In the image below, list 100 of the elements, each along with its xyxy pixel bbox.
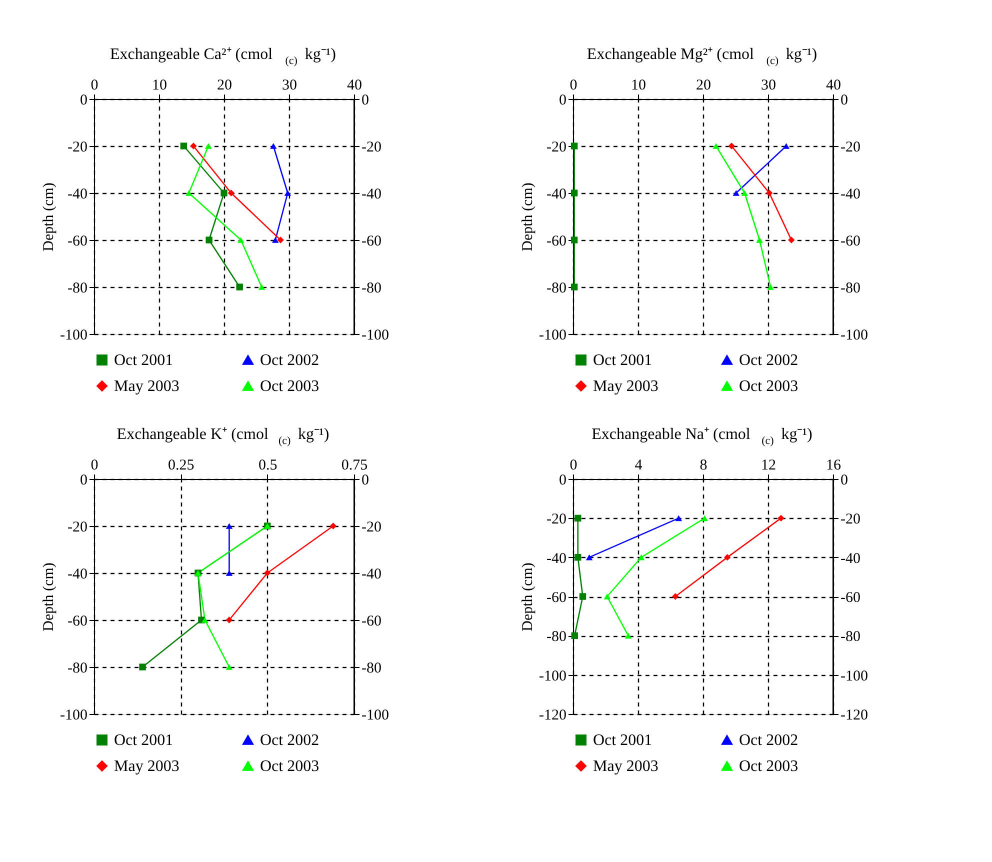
legend-label: Oct 2003 [260, 758, 320, 775]
y-tick-label: -100 [539, 328, 566, 344]
x-tick-label: 16 [826, 458, 842, 474]
point [190, 142, 197, 150]
x-tick-label: 10 [631, 78, 646, 94]
x-tick-label: 12 [761, 458, 776, 474]
legend-label: May 2003 [114, 758, 180, 775]
point [724, 554, 731, 561]
y-tick-label: -120 [539, 708, 566, 724]
legend-label: May 2003 [593, 378, 658, 395]
y-tick-label: -100 [539, 668, 566, 684]
y2-tick-label: -60 [362, 234, 382, 250]
y-tick-label: -40 [68, 186, 88, 202]
point [741, 190, 748, 196]
y2-tick-label: -100 [362, 328, 389, 344]
x-tick-label: 40 [826, 78, 841, 94]
point [270, 143, 277, 149]
point [701, 515, 708, 522]
point [236, 284, 243, 290]
y2-tick-label: -120 [840, 708, 868, 724]
point [571, 632, 578, 640]
point [766, 190, 773, 196]
point [277, 236, 284, 244]
point [139, 664, 146, 670]
x-tick-label: 8 [700, 458, 708, 474]
legend-label: Oct 2002 [260, 352, 320, 369]
point [284, 190, 292, 196]
legend-label: Oct 2001 [114, 732, 174, 749]
y-tick-label: -40 [68, 566, 88, 582]
point [264, 570, 271, 576]
y2-tick-label: 0 [840, 472, 848, 488]
point [570, 236, 578, 244]
x-tick-label: 30 [282, 78, 297, 94]
y2-tick-label: -100 [840, 328, 868, 344]
legend-label: Oct 2001 [593, 732, 652, 749]
point [728, 142, 735, 150]
x-tick-label: 0 [570, 78, 578, 94]
point [226, 664, 233, 670]
y-tick-label: -40 [546, 186, 566, 202]
y-tick-label: -80 [68, 280, 88, 296]
y2-tick-label: -40 [362, 566, 382, 582]
y2-tick-label: -60 [840, 234, 860, 250]
y2-tick-label: -20 [362, 140, 382, 156]
x-tick-label: 0 [570, 458, 578, 474]
point [272, 237, 279, 243]
x-tick-label: 0.75 [341, 458, 368, 474]
y-tick-label: -20 [546, 140, 566, 156]
point [220, 190, 228, 196]
y-tick-label: -60 [68, 234, 88, 250]
y2-tick-label: 0 [840, 92, 848, 108]
x-tick-label: 20 [696, 78, 711, 94]
y-axis-title: Depth (cm) [41, 182, 58, 252]
y2-tick-label: -80 [362, 660, 382, 676]
legend-label: Oct 2002 [260, 732, 320, 749]
y2-tick-label: -40 [840, 550, 860, 567]
legend-label: Oct 2003 [739, 758, 798, 775]
y2-tick-label: -100 [362, 708, 389, 724]
y-axis-title: Depth (cm) [520, 182, 536, 252]
x-tick-label: 30 [761, 78, 776, 94]
point [202, 617, 208, 623]
y2-tick-label: -20 [840, 512, 860, 528]
y-axis-title: Depth (cm) [41, 562, 58, 632]
point [570, 284, 578, 290]
point [180, 142, 188, 150]
x-tick-label: 40 [347, 78, 362, 94]
point [756, 237, 763, 243]
y-tick-label: -100 [60, 708, 88, 724]
y2-tick-label: -80 [362, 280, 382, 296]
y2-tick-label: -20 [840, 140, 860, 156]
chart-title: Exchangeable Ca²⁺ (cmol(c) kg⁻¹) [110, 46, 336, 67]
y2-tick-label: -80 [840, 629, 860, 646]
y2-tick-label: -40 [840, 186, 860, 202]
point [570, 190, 578, 196]
y2-tick-label: -40 [362, 186, 382, 202]
legend-label: Oct 2002 [739, 732, 798, 749]
x-tick-label: 10 [152, 78, 167, 94]
y-tick-label: -20 [546, 512, 566, 528]
y-tick-label: 0 [80, 92, 88, 108]
y-tick-label: -60 [68, 614, 88, 630]
y-tick-label: -80 [546, 280, 566, 296]
legend-label: Oct 2001 [114, 352, 174, 369]
y-tick-label: -80 [546, 629, 566, 646]
y-axis-title: Depth (cm) [520, 562, 536, 632]
point [205, 143, 212, 149]
x-tick-label: 0.25 [168, 458, 194, 474]
point [712, 143, 720, 149]
y-tick-label: 0 [80, 472, 88, 488]
y2-tick-label: -80 [840, 280, 860, 296]
point [238, 237, 244, 243]
x-tick-label: 0.5 [258, 458, 278, 474]
point [604, 594, 610, 600]
point [624, 632, 632, 639]
point [672, 593, 679, 600]
point [788, 236, 795, 244]
y-tick-label: -20 [68, 140, 88, 156]
point [638, 554, 645, 560]
x-tick-label: 20 [217, 78, 232, 94]
chart-title: Exchangeable K⁺ (cmol(c) kg⁻¹) [116, 426, 330, 447]
point [574, 554, 582, 561]
legend-label: May 2003 [593, 758, 658, 775]
